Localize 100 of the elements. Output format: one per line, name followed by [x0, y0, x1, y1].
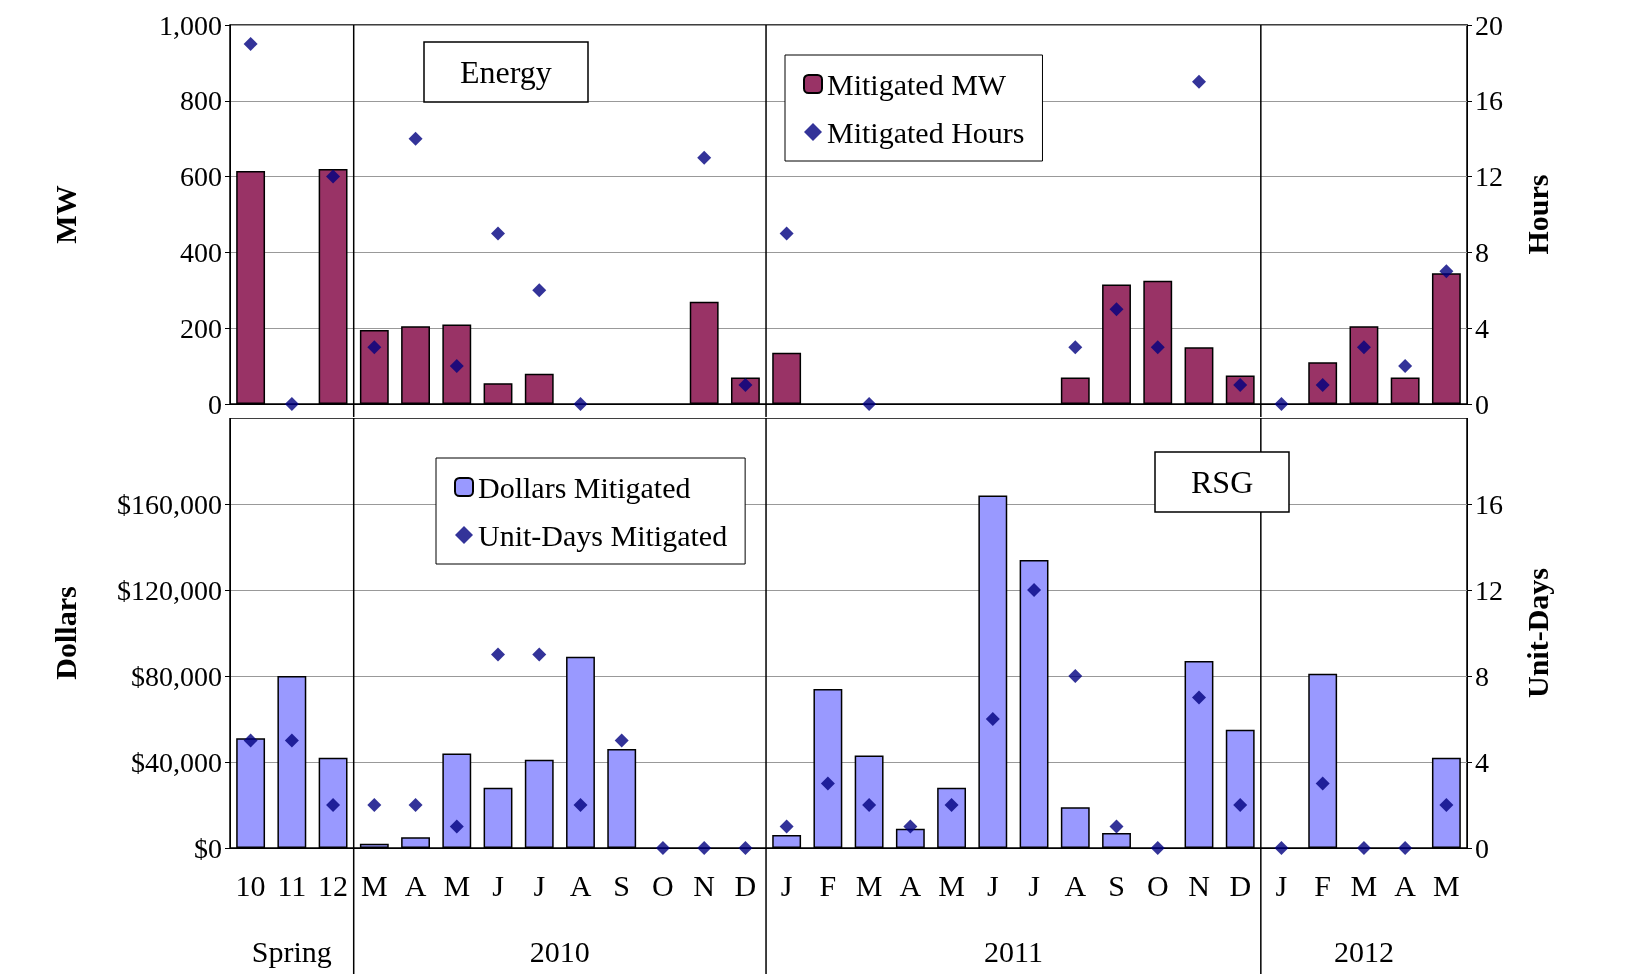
- point: [1398, 841, 1413, 855]
- y-tick-label: $40,000: [131, 746, 222, 778]
- text: 2012: [1333, 934, 1394, 968]
- y2-tick-label: 16: [1475, 85, 1503, 117]
- text: Spring: [251, 934, 332, 968]
- point: [284, 397, 299, 411]
- y2-tick-label: 12: [1475, 161, 1503, 193]
- y-tick-label: 400: [180, 236, 222, 268]
- x-tick-label: A: [569, 868, 592, 902]
- point: [532, 647, 547, 662]
- point: [408, 131, 423, 146]
- x-tick-label: 10: [235, 868, 266, 902]
- x-tick-label: A: [1064, 868, 1087, 902]
- point: [491, 226, 506, 241]
- point: [326, 798, 341, 812]
- x-tick-label: M: [360, 868, 388, 902]
- point: [449, 819, 464, 834]
- point: [573, 397, 588, 411]
- y-axis-title: MW: [48, 185, 82, 244]
- point: [1109, 302, 1124, 317]
- y-tick-label: $0: [194, 832, 222, 864]
- y2-tick-label: 4: [1475, 746, 1489, 778]
- point: [903, 819, 918, 834]
- x-tick-label: J: [1275, 868, 1288, 902]
- point: [614, 733, 629, 748]
- y2-tick-label: 12: [1475, 574, 1503, 606]
- y-tick-label: 1,000: [159, 9, 222, 41]
- text: 2011: [983, 934, 1043, 968]
- y2-tick-label: 16: [1475, 488, 1503, 520]
- point: [1233, 798, 1248, 812]
- y-tick-label: 200: [180, 312, 222, 344]
- y-axis-title: Dollars: [48, 586, 82, 680]
- x-tick-label: 11: [277, 868, 307, 902]
- point: [1068, 340, 1083, 355]
- point: [1109, 819, 1124, 834]
- y2-tick-label: 4: [1475, 312, 1489, 344]
- x-tick-label: A: [1394, 868, 1417, 902]
- point: [820, 776, 835, 791]
- point: [243, 36, 258, 51]
- point: [779, 819, 794, 834]
- point: [284, 733, 299, 748]
- x-tick-label: M: [443, 868, 471, 902]
- y2-tick-label: 0: [1475, 832, 1489, 864]
- point: [367, 798, 382, 812]
- point: [1027, 583, 1042, 597]
- point: [1439, 264, 1454, 279]
- text: 2010: [529, 934, 590, 968]
- x-tick-label: M: [1433, 868, 1460, 902]
- point: [862, 798, 877, 812]
- point: [1150, 340, 1165, 355]
- point: [1068, 669, 1083, 683]
- legend-label: Dollars Mitigated: [478, 470, 691, 504]
- x-tick-label: F: [1314, 868, 1332, 902]
- y-tick-label: $80,000: [131, 660, 222, 692]
- point: [532, 283, 547, 298]
- point: [697, 841, 712, 855]
- legend-label: Mitigated MW: [827, 67, 1007, 101]
- point: [1274, 397, 1289, 411]
- text: RSG: [1191, 464, 1254, 500]
- y2-tick-label: 8: [1475, 236, 1489, 268]
- x-tick-label: O: [1146, 868, 1169, 902]
- point: [697, 150, 712, 165]
- y2-axis-title: Hours: [1520, 174, 1554, 255]
- x-tick-label: J: [780, 868, 793, 902]
- point: [738, 841, 753, 855]
- x-tick-label: M: [938, 868, 965, 902]
- point: [408, 798, 423, 812]
- point: [1356, 340, 1371, 355]
- y-tick-label: $120,000: [117, 574, 222, 606]
- point: [1439, 798, 1454, 812]
- y-tick-label: $160,000: [117, 488, 222, 520]
- point: [944, 798, 959, 812]
- x-tick-label: S: [1108, 868, 1125, 902]
- x-tick-label: D: [1229, 868, 1252, 902]
- x-tick-label: M: [1350, 868, 1378, 902]
- point: [1356, 841, 1371, 855]
- point: [367, 340, 382, 355]
- point: [573, 798, 588, 812]
- y-tick-label: 0: [208, 388, 222, 420]
- point: [862, 397, 877, 411]
- x-tick-label: J: [986, 868, 999, 902]
- point: [779, 226, 794, 241]
- y2-tick-label: 8: [1475, 660, 1489, 692]
- x-tick-label: A: [899, 868, 922, 902]
- x-tick-label: D: [734, 868, 757, 902]
- y-tick-label: 800: [180, 85, 222, 117]
- x-tick-label: N: [693, 868, 716, 902]
- x-tick-label: F: [819, 868, 837, 902]
- point: [1150, 841, 1165, 855]
- x-tick-label: S: [613, 868, 631, 902]
- legend-label: Unit-Days Mitigated: [478, 518, 728, 552]
- point: [1191, 690, 1206, 705]
- legend-label: Mitigated Hours: [827, 115, 1025, 149]
- y2-tick-label: 20: [1475, 9, 1503, 41]
- text: Energy: [460, 54, 552, 90]
- y-tick-label: 600: [180, 161, 222, 193]
- x-tick-label: J: [533, 868, 546, 902]
- point: [1274, 841, 1289, 855]
- x-tick-label: A: [404, 868, 427, 902]
- x-tick-label: N: [1188, 868, 1210, 902]
